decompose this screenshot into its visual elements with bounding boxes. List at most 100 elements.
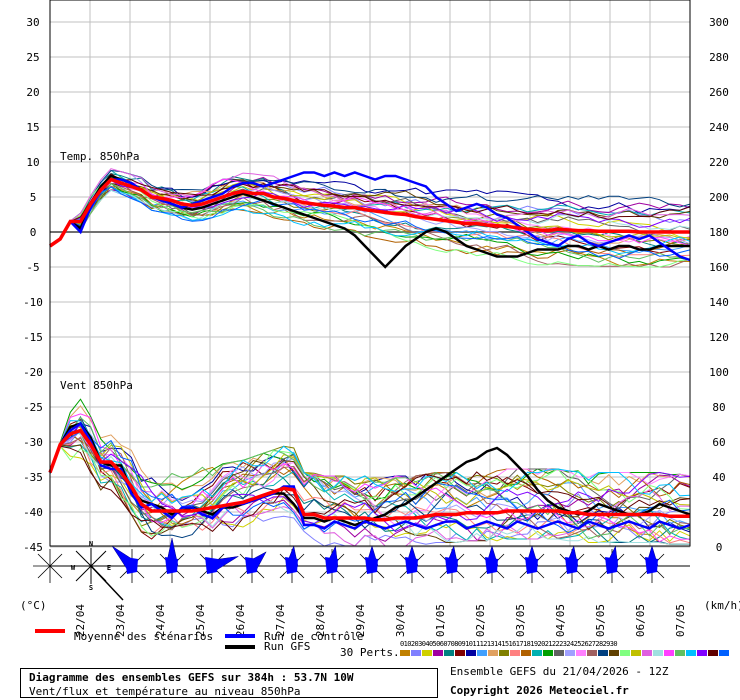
pert-id: 12 [479,640,488,648]
right-tick-label: 20 [712,506,725,519]
perts-label: 30 Perts. [340,646,400,659]
pert-color-swatch [708,650,718,656]
grid [50,0,690,548]
x-tick-label: 06/05 [634,604,647,637]
pert-id: 14 [494,640,502,648]
pert-wind-line [49,413,691,543]
pert-id: 05 [428,640,437,648]
right-tick-label: 80 [712,401,725,414]
pert-id: 01 [400,640,408,648]
chart-subtitle: Vent/flux et température au niveau 850hP… [29,685,301,698]
right-tick-label: 140 [709,296,729,309]
x-tick-label: 02/05 [474,604,487,637]
pert-id: 20 [537,640,545,648]
wind-rose-core [405,557,418,574]
left-tick-label: -10 [23,296,43,309]
left-tick-label: -45 [23,541,43,554]
pert-id: 06 [436,640,444,648]
pert-temp-line [49,179,691,247]
pert-id: 15 [501,640,509,648]
left-tick-label: -25 [23,401,43,414]
pert-id: 11 [472,640,480,648]
pert-id: 28 [595,640,603,648]
pert-wind-line [49,416,691,540]
left-tick-label: 15 [26,121,39,134]
temp-panel-label: Temp. 850hPa [60,150,139,163]
chart-title: Diagramme des ensembles GEFS sur 384h : … [29,671,354,684]
pert-color-swatch [532,650,542,656]
pert-wind-line [49,436,691,544]
pert-temp-line [49,178,691,247]
pert-color-swatch [576,650,586,656]
pert-id: 30 [609,640,618,648]
right-tick-label: 60 [712,436,725,449]
legend-mean: Moyenne des scénarios [74,630,214,643]
wind-rose-core [125,557,138,574]
compass-w-label: W [71,564,76,572]
pert-id: 16 [508,640,517,648]
right-axis: 3002802602402202001801601401201008060402… [709,16,729,554]
x-tick-label: 28/04 [314,604,327,637]
right-tick-label: 40 [712,471,725,484]
pert-color-swatch [642,650,652,656]
wind-rose-core [365,557,378,574]
left-tick-label: -30 [23,436,43,449]
right-tick-label: 160 [709,261,729,274]
wind-rose-core [565,557,578,574]
right-tick-label: 0 [716,541,723,554]
left-tick-label: 25 [26,51,39,64]
right-tick-label: 200 [709,191,729,204]
pert-wind-line [49,445,691,537]
right-axis-unit: (km/h) [704,599,740,612]
title-box: Diagramme des ensembles GEFS sur 384h : … [20,668,438,698]
pert-id: 08 [450,640,459,648]
pert-id: 02 [407,640,415,648]
right-tick-label: 100 [709,366,729,379]
left-axis-unit: (°C) [20,599,47,612]
pert-id: 22 [551,640,560,648]
x-tick-label: 30/04 [394,604,407,637]
pert-color-swatch [400,650,410,656]
pert-color-swatch [466,650,476,656]
left-tick-label: 30 [26,16,39,29]
pert-color-swatch [620,650,630,656]
compass-e-label: E [107,564,111,572]
control-wind-line [48,421,691,530]
right-tick-label: 120 [709,331,729,344]
rose-spokes [37,565,51,579]
pert-id: 26 [580,640,589,648]
x-tick-label: 01/05 [434,604,447,637]
compass-s-label: S [89,584,93,592]
pert-id: 18 [522,640,531,648]
gfs-swatch [225,645,255,649]
pert-color-swatch [719,650,729,656]
control-swatch [225,634,255,638]
pert-id: 21 [544,640,553,648]
pert-color-swatch [554,650,564,656]
left-tick-label: -20 [23,366,43,379]
mean-temp-line [49,177,690,248]
wind-rose-core [165,557,178,574]
pert-color-swatch [653,650,663,656]
wind-panel-label: Vent 850hPa [60,379,133,392]
x-tick-label: 23/04 [114,604,127,637]
mean-swatch [35,629,65,633]
mean-wind-line [48,428,690,522]
x-axis-labels: 22/04 23/04 24/04 25/04 26/04 27/04 28/04 29/04… [74,604,687,637]
pert-wind-line [49,437,691,539]
left-tick-label: 5 [30,191,37,204]
wind-rose-core [445,557,458,574]
wind-rose-core [645,557,658,574]
right-tick-label: 260 [709,86,729,99]
wind-roses: N E S W [33,537,690,601]
wind-rose-core [285,557,298,574]
pert-id: 07 [443,640,451,648]
legend-control: Run de contrôle [264,630,364,643]
pert-id: 27 [588,640,596,648]
pert-color-swatch [477,650,487,656]
pert-temp-line [49,186,691,260]
perturbation-colors [400,650,730,656]
compass-n-label: N [89,540,93,548]
plot-frame [49,0,691,547]
pert-color-swatch [609,650,619,656]
